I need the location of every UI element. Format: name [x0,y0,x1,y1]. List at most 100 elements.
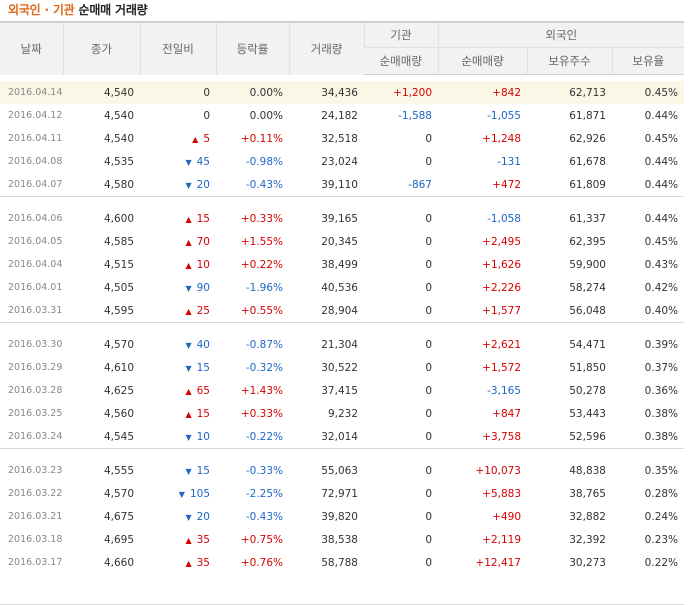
cell-foreign-net: +842 [438,81,527,104]
cell-holdings: 61,337 [569,212,606,225]
cell-close: 4,560 [103,407,134,420]
table-bottom-spacer [0,574,684,583]
cell-volume: 34,436 [289,81,364,104]
cell-foreign-net: +10,073 [475,464,521,477]
cell-foreign-net: +847 [492,407,521,420]
cell-ratio: 0.45% [612,81,685,104]
down-arrow-icon: ▼ [185,180,192,190]
cell-holdings: 48,838 [569,464,606,477]
cell-volume: 28,904 [321,304,358,317]
cell-foreign-net: +2,621 [482,338,521,351]
cell-holdings: 62,926 [569,132,606,145]
change-value: 20 [196,510,210,523]
up-arrow-icon: ▲ [185,535,192,545]
cell-foreign-net: +2,495 [482,235,521,248]
cell-foreign-net: +1,248 [482,132,521,145]
trading-table: 날짜 종가 전일비 등락률 거래량 기관 외국인 순매매량 순매매량 보유주수 … [0,21,685,584]
cell-rate: -0.87% [245,338,283,351]
cell-holdings: 32,392 [569,533,606,546]
cell-close: 4,580 [103,178,134,191]
cell-volume: 40,536 [321,281,358,294]
group-separator [0,448,685,459]
cell-date: 2016.04.07 [8,179,63,190]
table-row: 2016.03.24 4,545 ▼ 10 -0.22% 32,014 0 +3,758 52,… [0,425,684,449]
col-group-foreign: 외국인 [437,21,685,48]
table-row: 2016.03.17 4,660 ▲ 35 +0.76% 58,788 0 +12,417 30… [0,551,684,574]
cell-change: 0 [140,81,216,104]
cell-inst-net: +1,200 [364,81,438,104]
cell-volume: 21,304 [321,338,358,351]
cell-ratio: 0.38% [644,407,679,420]
change-value: 5 [203,132,210,145]
cell-close: 4,555 [103,464,134,477]
cell-date: 2016.03.24 [8,431,63,442]
col-date: 날짜 [0,21,63,75]
table-row: 2016.03.28 4,625 ▲ 65 +1.43% 37,415 0 -3,165 50,… [0,379,684,402]
cell-holdings: 53,443 [569,407,606,420]
cell-volume: 32,518 [321,132,358,145]
table-row: 2016.04.04 4,515 ▲ 10 +0.22% 38,499 0 +1,626 59,… [0,253,684,276]
cell-date: 2016.04.08 [8,156,63,167]
cell-ratio: 0.24% [644,510,679,523]
cell-holdings: 30,273 [569,556,606,569]
cell-ratio: 0.42% [644,281,679,294]
cell-date: 2016.04.04 [8,259,63,270]
table-row: 2016.03.25 4,560 ▲ 15 +0.33% 9,232 0 +847 53,443… [0,402,684,425]
cell-date: 2016.04.06 [8,213,63,224]
change-value: 90 [196,281,210,294]
cell-foreign-net: +2,119 [482,533,521,546]
cell-rate: +0.33% [240,407,283,420]
table-row: 2016.04.01 4,505 ▼ 90 -1.96% 40,536 0 +2,226 58,… [0,276,684,299]
cell-holdings: 38,765 [569,487,606,500]
cell-rate: -0.22% [245,430,283,443]
cell-ratio: 0.39% [644,338,679,351]
change-value: 15 [196,464,210,477]
cell-rate: -2.25% [245,487,283,500]
change-value: 15 [196,407,210,420]
change-value: 0 [203,109,210,122]
cell-holdings: 59,900 [569,258,606,271]
cell-inst-net: 0 [425,510,432,523]
cell-inst-net: 0 [425,304,432,317]
cell-holdings: 61,809 [569,178,606,191]
cell-date: 2016.03.23 [8,465,63,476]
cell-inst-net: 0 [425,155,432,168]
change-value: 20 [196,178,210,191]
cell-close: 4,505 [103,281,134,294]
cell-inst-net: 0 [425,338,432,351]
cell-close: 4,540 [103,109,134,122]
cell-close: 4,660 [103,556,134,569]
cell-inst-net: -1,588 [398,109,432,122]
cell-date: 2016.03.29 [8,362,63,373]
cell-close: 4,600 [103,212,134,225]
change-value: 10 [196,258,210,271]
cell-volume: 39,165 [321,212,358,225]
table-body: 2016.04.14 4,540 0 0.00% 34,436 +1,200 +842 62,… [0,75,685,584]
up-arrow-icon: ▲ [192,134,199,144]
cell-holdings: 51,850 [569,361,606,374]
cell-inst-net: 0 [425,533,432,546]
cell-holdings: 61,678 [569,155,606,168]
cell-rate: -0.43% [245,510,283,523]
table-row: 2016.03.22 4,570 ▼ 105 -2.25% 72,971 0 +5,883 38… [0,482,684,505]
cell-holdings: 58,274 [569,281,606,294]
change-value: 0 [203,86,210,99]
cell-volume: 39,820 [321,510,358,523]
cell-volume: 9,232 [327,407,358,420]
table-header-row-2: 순매매량 순매매량 보유주수 보유율 [0,47,685,75]
change-value: 25 [196,304,210,317]
down-arrow-icon: ▼ [185,466,192,476]
cell-volume: 30,522 [321,361,358,374]
cell-date: 2016.03.17 [8,557,63,568]
up-arrow-icon: ▲ [185,409,192,419]
cell-volume: 39,110 [321,178,358,191]
cell-ratio: 0.23% [644,533,679,546]
table-row: 2016.04.05 4,585 ▲ 70 +1.55% 20,345 0 +2,495 62,… [0,230,684,253]
down-arrow-icon: ▼ [185,363,192,373]
cell-change: ▼ 20 [140,505,216,528]
cell-ratio: 0.44% [644,109,679,122]
down-arrow-icon: ▼ [178,489,185,499]
cell-ratio: 0.22% [644,556,679,569]
cell-ratio: 0.37% [644,361,679,374]
page-title: 외국인 · 기관 순매매 거래량 [8,1,148,19]
